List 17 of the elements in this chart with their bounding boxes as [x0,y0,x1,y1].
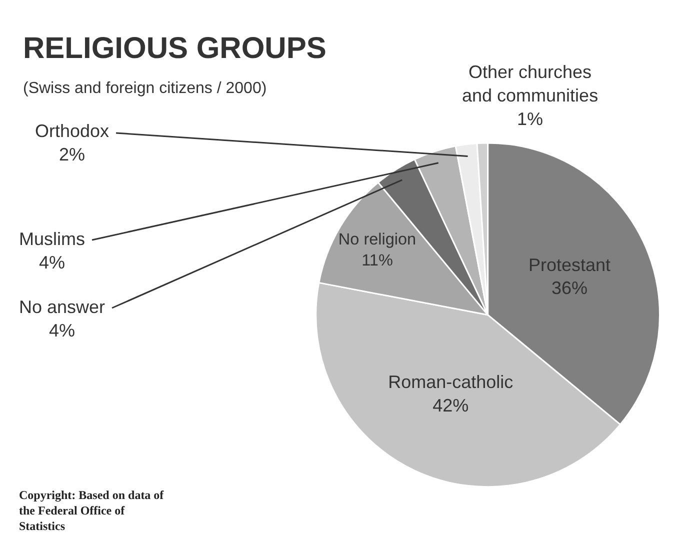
slice-label: No answer [19,297,106,317]
slice-label: Other churches and communities [462,62,598,106]
data-label: 11% [362,252,393,270]
chart-title: RELIGIOUS GROUPS [23,32,326,65]
slice-label: Roman-catholic [388,372,514,392]
data-label: 36% [551,278,588,298]
data-label: 42% [432,396,469,416]
data-label: 2% [59,144,86,164]
slice-label: No religion [338,230,416,248]
text: Copyright: Based on data of the Federal Office of Statistics [19,488,165,534]
slice-label: Protestant [528,254,611,275]
slice-label: Muslims [19,229,85,249]
text: (Swiss and foreign citizens / 2000) [23,80,267,97]
data-label: 4% [38,252,66,272]
data-label: 1% [517,108,544,129]
data-label: 4% [49,320,76,340]
slice-label: Orthodox [35,121,110,141]
